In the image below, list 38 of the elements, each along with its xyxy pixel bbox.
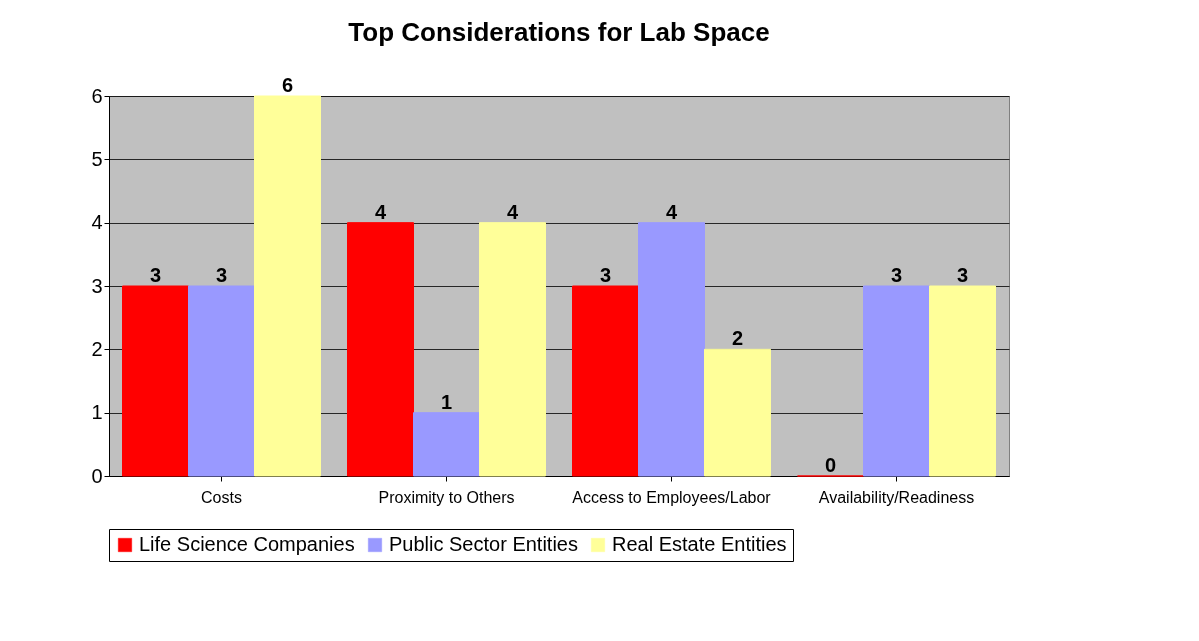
bar bbox=[572, 285, 639, 477]
y-tick-label: 4 bbox=[91, 211, 103, 234]
bar bbox=[929, 285, 996, 477]
legend-label: Real Estate Entities bbox=[612, 533, 787, 555]
y-tick-label: 0 bbox=[91, 464, 103, 487]
x-tick-label: Proximity to Others bbox=[378, 488, 515, 506]
bar bbox=[413, 412, 480, 477]
data-label: 3 bbox=[890, 264, 903, 286]
data-label: 0 bbox=[824, 454, 837, 476]
legend-label: Life Science Companies bbox=[139, 533, 355, 555]
data-label: 4 bbox=[374, 200, 387, 223]
data-label: 3 bbox=[956, 264, 969, 286]
x-tick-label: Availability/Readiness bbox=[818, 488, 975, 506]
data-label: 3 bbox=[149, 264, 162, 286]
bar bbox=[704, 348, 771, 477]
data-label: 1 bbox=[440, 390, 453, 413]
bar bbox=[188, 285, 255, 477]
data-label: 4 bbox=[506, 200, 519, 223]
y-tick-label: 5 bbox=[91, 147, 103, 170]
bar bbox=[254, 95, 321, 477]
bar bbox=[122, 285, 189, 477]
bar bbox=[863, 285, 930, 477]
bar bbox=[479, 222, 546, 477]
x-tick-label: Costs bbox=[201, 488, 242, 506]
chart-title: Top Considerations for Lab Space bbox=[348, 17, 770, 47]
y-tick-label: 6 bbox=[91, 84, 103, 107]
bar bbox=[347, 222, 414, 477]
y-tick-label: 2 bbox=[91, 337, 103, 360]
y-tick-label: 1 bbox=[91, 401, 103, 424]
data-label: 6 bbox=[281, 74, 294, 96]
y-tick-label: 3 bbox=[91, 274, 103, 297]
bar bbox=[638, 222, 705, 477]
data-label: 3 bbox=[215, 264, 228, 286]
x-tick-label: Access to Employees/Labor bbox=[572, 488, 772, 506]
data-label: 4 bbox=[665, 200, 678, 223]
legend-label: Public Sector Entities bbox=[389, 533, 578, 555]
data-label: 3 bbox=[599, 264, 612, 286]
data-label: 2 bbox=[731, 327, 744, 350]
